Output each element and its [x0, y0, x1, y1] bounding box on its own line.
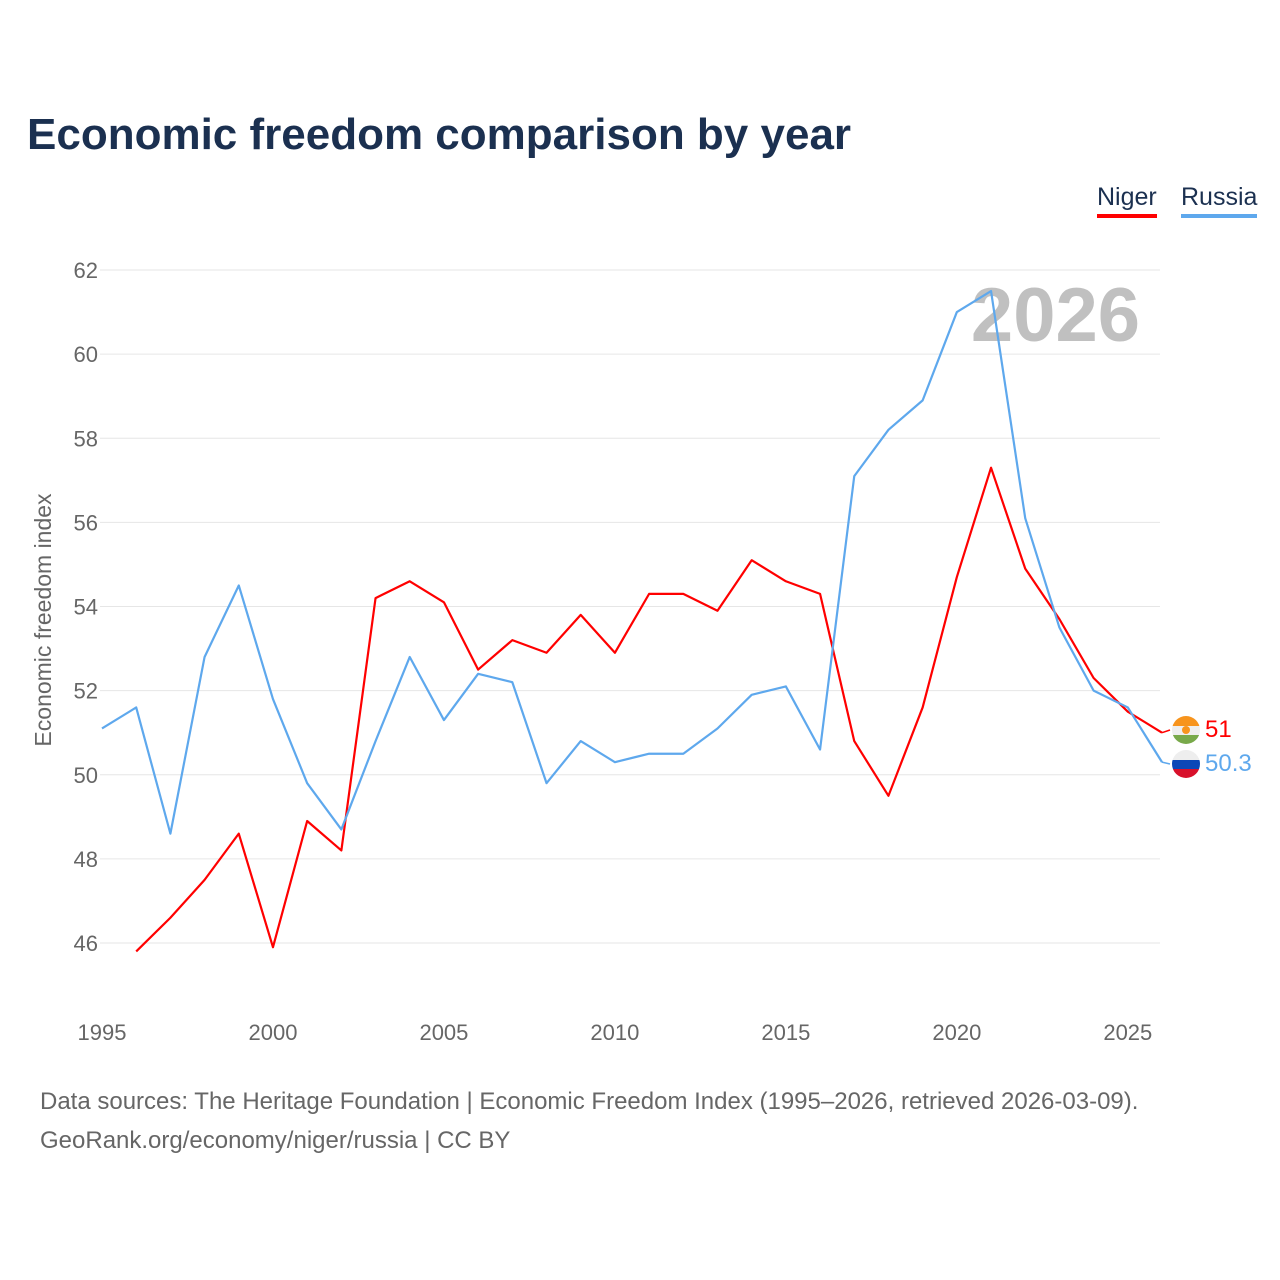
y-tick-label: 60: [74, 342, 98, 367]
footer-sources: Data sources: The Heritage Foundation | …: [40, 1088, 1139, 1115]
x-tick-label: 2010: [590, 1020, 639, 1045]
y-tick-label: 54: [74, 595, 98, 620]
x-tick-label: 1995: [78, 1020, 127, 1045]
x-tick-label: 2020: [932, 1020, 981, 1045]
x-tick-label: 2000: [248, 1020, 297, 1045]
series-line-russia: [101, 289, 1163, 835]
chart-title: Economic freedom comparison by year: [27, 110, 852, 159]
y-tick-label: 50: [74, 763, 98, 788]
y-tick-label: 62: [74, 258, 98, 283]
y-tick-label: 48: [74, 847, 98, 872]
x-tick-label: 2015: [761, 1020, 810, 1045]
y-tick-label: 56: [74, 510, 98, 535]
niger-end-label: 51: [1205, 716, 1232, 743]
watermark-year: 2026: [971, 273, 1140, 358]
y-tick-label: 52: [74, 679, 98, 704]
russia-end-label: 50.3: [1205, 750, 1252, 777]
end-label-connector: [1161, 729, 1171, 734]
series-line-niger: [135, 466, 1163, 953]
footer-link[interactable]: GeoRank.org/economy/niger/russia | CC BY: [40, 1127, 511, 1154]
y-axis-label: Economic freedom index: [30, 493, 56, 747]
x-tick-label: 2025: [1103, 1020, 1152, 1045]
legend-item-russia[interactable]: Russia: [1181, 183, 1258, 218]
legend-item-niger[interactable]: Niger: [1097, 183, 1157, 218]
end-label-connector: [1161, 761, 1171, 765]
russia-flag-icon: [1172, 750, 1200, 778]
y-tick-label: 46: [74, 931, 98, 956]
y-tick-label: 58: [74, 426, 98, 451]
niger-flag-icon: [1172, 716, 1200, 744]
x-tick-label: 2005: [419, 1020, 468, 1045]
